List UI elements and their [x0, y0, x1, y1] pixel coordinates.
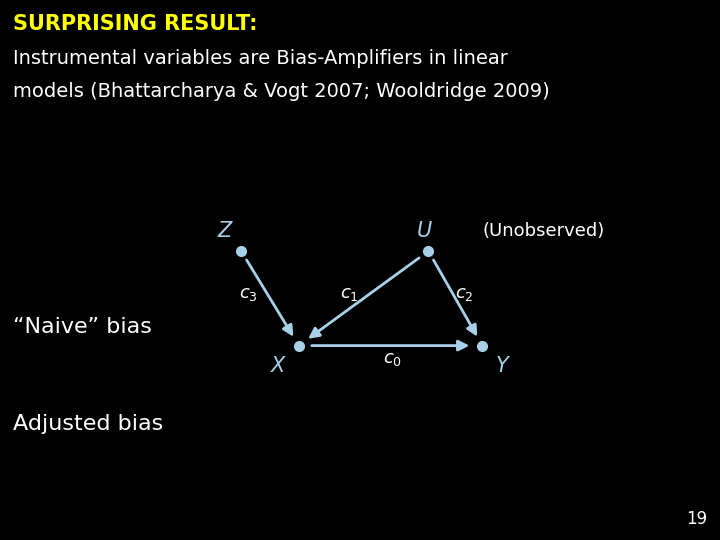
Text: Instrumental variables are Bias-Amplifiers in linear: Instrumental variables are Bias-Amplifie…	[13, 49, 508, 68]
Text: $c_3$: $c_3$	[239, 285, 258, 303]
Text: Adjusted bias: Adjusted bias	[13, 414, 163, 434]
Text: $c_1$: $c_1$	[340, 285, 359, 303]
Text: $Z$: $Z$	[217, 220, 234, 241]
Text: $Y$: $Y$	[495, 356, 510, 376]
Text: models (Bhattarcharya & Vogt 2007; Wooldridge 2009): models (Bhattarcharya & Vogt 2007; Woold…	[13, 82, 549, 101]
Text: “Naive” bias: “Naive” bias	[13, 316, 152, 337]
Text: $c_0$: $c_0$	[383, 350, 402, 368]
Text: $c_2$: $c_2$	[455, 285, 474, 303]
Text: SURPRISING RESULT:: SURPRISING RESULT:	[13, 14, 258, 33]
Text: $U$: $U$	[416, 220, 433, 241]
Text: (Unobserved): (Unobserved)	[482, 221, 605, 240]
Text: $X$: $X$	[270, 356, 287, 376]
Text: 19: 19	[686, 510, 707, 528]
